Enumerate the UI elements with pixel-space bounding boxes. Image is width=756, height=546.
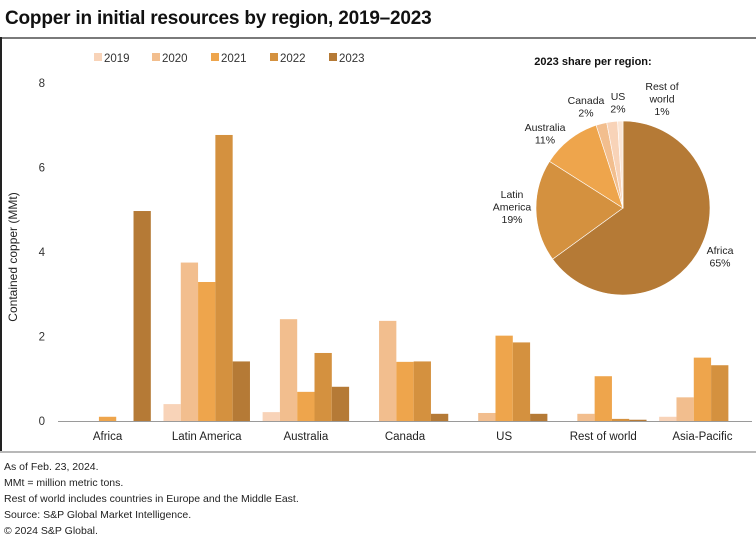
- pie-label-line: 2%: [578, 108, 593, 120]
- bar: [512, 342, 531, 421]
- legend-label: 2023: [339, 53, 365, 65]
- bar: [676, 397, 694, 421]
- bar: [629, 419, 647, 421]
- legend-swatch: [94, 53, 102, 61]
- pie-label-line: America: [493, 202, 532, 214]
- pie-label-line: Australia: [525, 122, 566, 134]
- y-tick-label: 0: [39, 416, 45, 428]
- bar: [198, 281, 216, 421]
- legend-swatch: [152, 53, 160, 61]
- footnote-unit: MMt = million metric tons.: [4, 477, 124, 489]
- pie-slice-label: US 2%: [610, 91, 625, 116]
- x-tick-label: Africa: [93, 431, 123, 443]
- frame-left-border: [0, 37, 2, 452]
- pie-label-line: 2%: [610, 104, 625, 116]
- pie-slice: [535, 160, 624, 260]
- legend-label: 2019: [104, 53, 130, 65]
- bar: [215, 134, 233, 421]
- bar: [430, 413, 449, 421]
- bar: [478, 412, 496, 421]
- legend-swatch: [329, 53, 337, 61]
- footnote-source: Source: S&P Global Market Intelligence.: [4, 509, 192, 521]
- bar: [133, 211, 151, 421]
- pie-label-line: Canada: [568, 95, 605, 107]
- x-tick-label: Canada: [385, 431, 426, 443]
- y-tick-label: 6: [39, 163, 45, 175]
- footnote-copyright: © 2024 S&P Global.: [4, 525, 98, 537]
- x-tick-label: Australia: [283, 431, 328, 443]
- x-tick-label: Asia-Pacific: [672, 431, 732, 443]
- bar: [396, 361, 414, 421]
- legend-label: 2020: [162, 53, 188, 65]
- pie-slice: [617, 120, 624, 209]
- x-tick-label: US: [496, 431, 512, 443]
- bar: [693, 357, 712, 421]
- bar: [659, 416, 677, 421]
- bar: [530, 413, 548, 421]
- pie-label-line: Latin: [501, 189, 524, 201]
- pie-slice-label: Africa 65%: [707, 245, 734, 270]
- frame-top-border: [0, 37, 756, 39]
- pie-slice-label: Rest of world 1%: [645, 81, 678, 118]
- bar: [232, 361, 250, 421]
- pie-slice-label: Latin America 19%: [493, 189, 532, 226]
- footnote-rest-of-world: Rest of world includes countries in Euro…: [4, 493, 299, 505]
- legend-swatch: [270, 53, 278, 61]
- bar: [594, 376, 612, 421]
- pie-label-line: 11%: [535, 135, 555, 147]
- pie-label-line: 1%: [654, 106, 669, 118]
- pie-slice-label: Canada 2%: [568, 95, 605, 120]
- x-tick-label: Latin America: [172, 431, 242, 443]
- chart-title: Copper in initial resources by region, 2…: [5, 8, 432, 29]
- bar: [262, 412, 280, 421]
- pie-label-line: 65%: [709, 258, 730, 270]
- bar: [163, 404, 181, 421]
- pie-label-line: Africa: [707, 245, 734, 257]
- y-tick-label: 8: [39, 78, 45, 90]
- bar: [314, 352, 332, 421]
- bar: [495, 335, 513, 421]
- pie-title: 2023 share per region:: [534, 56, 651, 68]
- bar: [611, 418, 630, 421]
- frame-bottom-border: [0, 451, 756, 453]
- bar: [279, 319, 298, 421]
- pie-label-line: Rest of: [645, 81, 678, 93]
- bar: [331, 386, 350, 421]
- pie-label-line: 19%: [501, 214, 522, 226]
- bar: [379, 320, 397, 421]
- bar: [180, 262, 199, 421]
- bar: [98, 416, 117, 421]
- bar: [577, 413, 595, 421]
- legend-label: 2022: [280, 53, 306, 65]
- pie-label-line: world: [648, 94, 674, 106]
- footnote-date: As of Feb. 23, 2024.: [4, 461, 99, 473]
- pie-slice: [552, 120, 711, 296]
- bar: [413, 361, 431, 421]
- y-tick-label: 2: [39, 332, 45, 344]
- footnotes: As of Feb. 23, 2024. MMt = million metri…: [4, 459, 299, 539]
- y-axis-label: Contained copper (MMt): [6, 192, 20, 321]
- x-tick-label: Rest of world: [570, 431, 637, 443]
- y-tick-label: 4: [39, 247, 46, 259]
- legend-swatch: [211, 53, 219, 61]
- pie-slice-label: Australia 11%: [525, 122, 566, 147]
- pie-label-line: US: [611, 91, 626, 103]
- bar: [297, 391, 315, 421]
- bar: [711, 365, 729, 421]
- legend-label: 2021: [221, 53, 247, 65]
